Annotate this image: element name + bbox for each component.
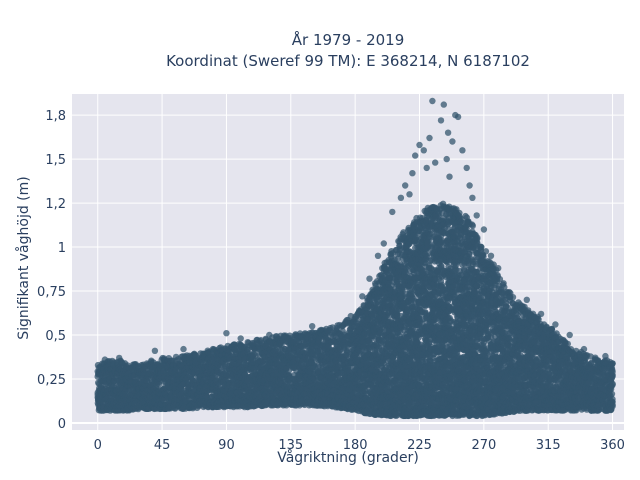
chart-title-line1: År 1979 - 2019 [292, 30, 405, 49]
data-points [94, 97, 616, 420]
data-point [155, 381, 163, 388]
chart-title-line2: Koordinat (Sweref 99 TM): E 368214, N 61… [166, 52, 530, 70]
